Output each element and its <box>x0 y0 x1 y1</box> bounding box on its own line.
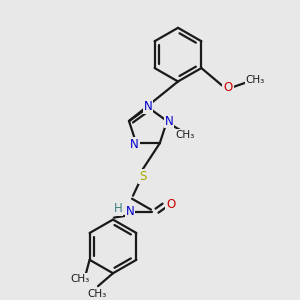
Text: N: N <box>130 138 139 151</box>
Text: N: N <box>144 100 152 113</box>
Text: CH₃: CH₃ <box>70 274 90 284</box>
Text: S: S <box>139 170 147 183</box>
Text: CH₃: CH₃ <box>245 76 265 85</box>
Text: H: H <box>114 202 122 215</box>
Text: O: O <box>167 198 176 211</box>
Text: CH₃: CH₃ <box>176 130 195 140</box>
Text: N: N <box>126 205 134 218</box>
Text: O: O <box>224 81 232 94</box>
Text: CH₃: CH₃ <box>87 289 106 299</box>
Text: N: N <box>165 115 173 128</box>
